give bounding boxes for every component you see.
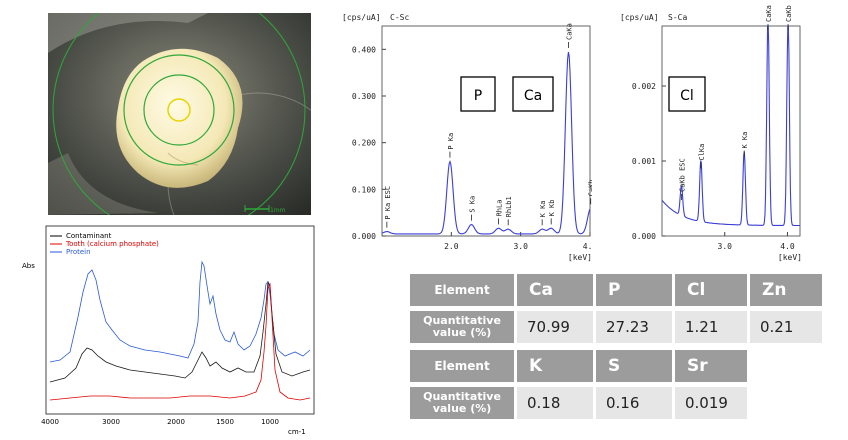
element-cell: P [596,274,672,306]
element-cell: K [517,350,593,382]
xrf1-y-tick-label: 0.300 [352,92,376,101]
value-cell: 70.99 [517,311,593,343]
value-cell: 0.019 [675,387,747,419]
xrf2-peak-label: K Ka [741,132,749,149]
value-cell: 1.21 [675,311,747,343]
element-cell: S [596,350,672,382]
protein-series-line [49,260,311,363]
ftir-x-label: cm-1 [288,428,306,436]
cl-boxed-label: Cl [668,76,706,112]
legend-tooth: Tooth (calcium phosphate) [65,240,159,248]
xrf1-x-tick-label: 4.0 [583,242,592,251]
xrf1-unit-label: [cps/uA] [342,13,381,22]
xrf2-frame [661,25,801,237]
element-header: Element [410,350,514,382]
ftir-y-label: Abs [22,262,35,270]
xrf1-peak-label: K Ka [539,200,547,217]
element-cell: Zn [750,274,822,306]
xrf1-title: C-Sc [390,13,409,22]
quantitative-value-header: Quantitative value (%) [410,311,514,343]
xrf1-peak-label: K Kb [548,200,556,217]
xrf1-peak-label: RhLb1 [505,196,513,217]
element-cell: Ca [517,274,593,306]
scale-bar-label: 1mm [270,207,286,214]
ftir-x-tick: 2000 [167,418,185,426]
xrf1-y-tick-label: 0.400 [352,45,376,54]
xrf2-unit-label: [cps/uA] [620,13,659,22]
ftir-spectrum-chart: Contaminant Tooth (calcium phosphate) Pr… [20,222,320,436]
xrf2-peak-label: CaKb [785,5,793,22]
xrf1-peak-label: P Ka [447,133,455,150]
xrf2-x-tick-label: 3.0 [718,242,733,251]
tooth-series-line [49,282,311,401]
xrf1-peak-label: RhLa [495,200,503,217]
xrf1-spectrum-line [381,51,591,235]
element-cell: Cl [675,274,747,306]
xrf-spectrum-s-ca: [cps/uA] S-Ca 0.000 0.001 0.002 3.0 4.0 [keV]… [612,2,802,270]
xrf2-peak-label: CaKb ESC [678,158,686,192]
ftir-x-tick: 1000 [261,418,279,426]
svg-text:Ca: Ca [524,88,542,104]
photo-image: 1mm [48,13,311,215]
quantitative-value-header: Quantitative value (%) [410,387,514,419]
ftir-x-tick: 4000 [41,418,59,426]
xrf1-plot-area: 0.000 0.100 0.200 0.300 0.400 2.0 3.0 4.0 [keV] P… [352,23,598,262]
ftir-x-tick: 1500 [216,418,234,426]
value-cell: 0.16 [596,387,672,419]
xrf1-peak-label: CaKb [588,179,592,196]
xrf1-y-tick-label: 0.000 [352,232,376,241]
xrf1-y-tick-label: 0.200 [352,139,376,148]
element-header: Element [410,274,514,306]
xrf2-peak-label: ClKa [698,144,706,161]
value-cell: 0.18 [517,387,593,419]
xrf2-peak-label: CaKa [765,5,773,22]
value-cell: 27.23 [596,311,672,343]
legend-protein: Protein [66,248,91,256]
svg-text:P: P [474,88,482,104]
ftir-x-tick: 3000 [102,418,120,426]
xrf-spectrum-c-sc: [cps/uA] C-Sc 0.000 0.100 0.200 0.300 0.400 2… [330,2,598,270]
p-boxed-label: P [460,76,496,112]
ftir-plot-frame [45,225,315,415]
value-cell: 0.21 [750,311,822,343]
xrf1-x-axis-label: [keV] [568,253,592,262]
element-cell: Sr [675,350,747,382]
xrf2-title: S-Ca [668,13,687,22]
microscope-photo: 1mm [48,13,311,215]
xrf1-peak-label: CaKa [566,23,574,40]
legend-contaminant: Contaminant [66,232,112,240]
xrf2-x-tick-label: 4.0 [780,242,795,251]
xrf1-x-tick-label: 3.0 [513,242,528,251]
xrf1-x-tick-label: 2.0 [444,242,459,251]
xrf1-peak-label: S Ka [468,196,476,213]
ca-boxed-label: Ca [512,76,554,112]
xrf2-plot-area: 0.000 0.001 0.002 3.0 4.0 [keV] CaKb ESC ClKa K … [632,5,802,262]
xrf2-spectrum-line [661,25,800,227]
xrf1-frame [381,25,591,237]
xrf2-y-tick-label: 0.000 [632,232,656,241]
xrf2-y-tick-label: 0.002 [632,82,656,91]
xrf1-peak-label: P Ka ESC [384,186,392,220]
xrf2-y-tick-label: 0.001 [632,157,656,166]
xrf2-x-axis-label: [keV] [778,253,802,262]
svg-text:Cl: Cl [680,88,694,104]
xrf1-y-tick-label: 0.100 [352,185,376,194]
